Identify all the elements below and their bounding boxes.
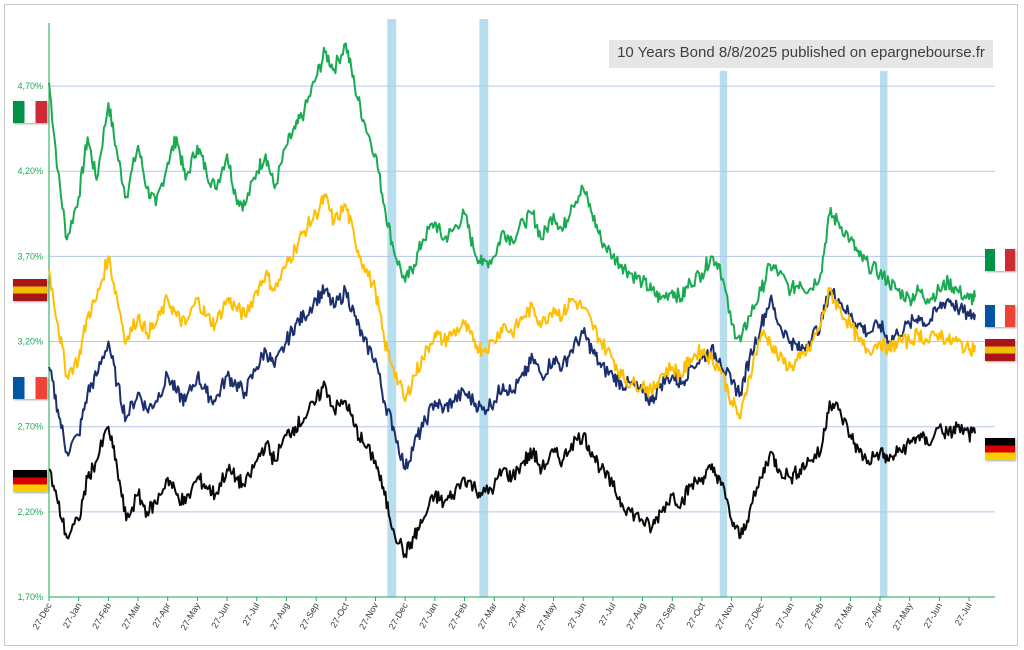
series-line-france (48, 284, 976, 471)
x-tick-label: 27-Feb (802, 601, 825, 631)
x-tick-label: 27-Nov (713, 601, 736, 632)
x-tick-label: 27-Jun (922, 601, 944, 630)
x-tick-label: 27-Mar (832, 601, 855, 631)
x-tick-label: 27-May (178, 601, 202, 632)
x-tick-label: 27-Oct (685, 601, 707, 630)
x-tick-label: 27-Apr (863, 601, 885, 629)
x-tick-label: 27-May (535, 601, 559, 632)
y-tick-label: 3,20% (17, 337, 43, 347)
series-line-italy (48, 42, 976, 343)
x-tick-label: 27-Aug (624, 601, 647, 631)
france-flag-icon (13, 376, 47, 399)
italy-flag-icon (985, 248, 1015, 271)
x-tick-label: 27-Nov (357, 601, 380, 632)
y-tick-label: 4,20% (17, 166, 43, 176)
x-tick-label: 27-Jan (61, 601, 83, 630)
x-tick-label: 27-Oct (328, 601, 350, 630)
x-tick-label: 27-May (891, 601, 915, 632)
highlight-band-0 (387, 19, 397, 597)
germany-flag-icon (985, 437, 1015, 460)
chart-title: 10 Years Bond 8/8/2025 published on epar… (617, 44, 985, 61)
highlight-band-1 (479, 19, 489, 597)
y-tick-label: 3,70% (17, 251, 43, 261)
italy-flag-icon (13, 100, 47, 123)
x-tick-label: 27-Jul (597, 601, 618, 627)
x-tick-label: 27-Sep (654, 601, 677, 631)
x-tick-label: 27-Dec (743, 601, 766, 632)
x-tick-label: 27-Feb (90, 601, 113, 631)
x-tick-label: 27-Jul (953, 601, 974, 627)
x-tick-label: 27-Jan (773, 601, 795, 630)
series-line-spain (48, 193, 976, 420)
chart-frame: 1,70% 2,20% 2,70% 3,20% 3,70% 4,20% 4,70% 27-De… (4, 4, 1018, 646)
y-tick-label: 2,20% (17, 507, 43, 517)
x-tick-label: 27-Jun (566, 601, 588, 630)
x-tick-label: 27-Mar (120, 601, 143, 631)
bond-yield-chart: 1,70% 2,20% 2,70% 3,20% 3,70% 4,20% 4,70% 27-De… (17, 19, 995, 632)
highlight-band-2 (719, 71, 728, 597)
france-flag-icon (985, 305, 1015, 327)
y-tick-label: 2,70% (17, 422, 43, 432)
germany-flag-icon (13, 470, 47, 493)
y-tick-label: 1,70% (17, 592, 43, 602)
series-line-germany (48, 380, 976, 559)
x-tick-label: 27-Jun (209, 601, 231, 630)
x-tick-label: 27-Jul (241, 601, 262, 627)
x-tick-label: 27-Dec (387, 601, 410, 632)
chart-title-box: 10 Years Bond 8/8/2025 published on epar… (609, 40, 993, 68)
x-tick-label: 27-Apr (150, 601, 172, 629)
spain-flag-icon (985, 339, 1015, 362)
x-tick-label: 27-Apr (506, 601, 528, 629)
x-tick-label: 27-Aug (268, 601, 291, 631)
x-tick-label: 27-Jan (417, 601, 439, 630)
y-tick-label: 4,70% (17, 81, 43, 91)
x-tick-label: 27-Sep (298, 601, 321, 631)
x-tick-label: 27-Feb (446, 601, 469, 631)
x-tick-label: 27-Dec (31, 601, 54, 632)
x-tick-label: 27-Mar (476, 601, 499, 631)
spain-flag-icon (13, 279, 47, 302)
